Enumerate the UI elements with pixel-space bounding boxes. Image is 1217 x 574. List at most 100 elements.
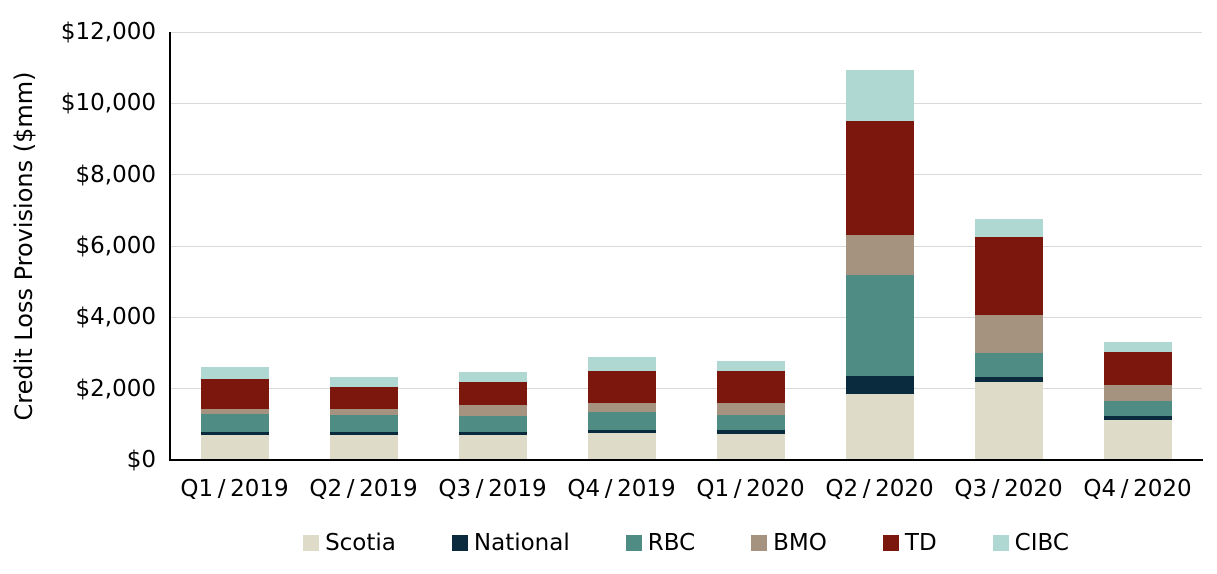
y-tick-label: $2,000 <box>75 375 156 402</box>
bar-segment-rbc <box>587 412 656 430</box>
x-axis-line <box>169 459 1203 461</box>
bar-segment-scotia <box>200 435 269 460</box>
bar-2 <box>329 32 398 460</box>
legend-label-td: TD <box>904 530 937 556</box>
bar-segment-td <box>329 386 398 409</box>
y-axis-tick-labels: $0 $2,000 $4,000 $6,000 $8,000 $10,000 $12,000 <box>0 19 156 473</box>
legend-label-scotia: Scotia <box>325 530 396 556</box>
bar-6 <box>845 32 914 460</box>
plot-area <box>170 31 1202 460</box>
legend-swatch-td <box>882 535 899 551</box>
y-tick-label: $6,000 <box>75 233 156 259</box>
bar-segment-national <box>845 376 914 395</box>
bar-segment-rbc <box>200 414 269 433</box>
bar-segment-bmo <box>329 408 398 416</box>
legend-item-rbc: RBC <box>625 528 696 558</box>
bar-segment-cibc <box>1103 342 1172 353</box>
bar-1 <box>200 32 269 460</box>
y-gridline <box>170 316 1202 318</box>
x-tick-label: Q3 / 2020 <box>954 476 1063 502</box>
bar-segment-rbc <box>458 416 527 432</box>
bar-segment-scotia <box>716 433 785 460</box>
bar-segment-national <box>458 431 527 435</box>
bar-segment-scotia <box>1103 419 1172 460</box>
bar-8 <box>1103 32 1172 460</box>
y-gridline <box>170 174 1202 176</box>
legend-label-national: National <box>473 530 570 556</box>
bar-segment-scotia <box>329 435 398 460</box>
bar-segment-cibc <box>716 360 785 372</box>
x-tick-label: Q1 / 2020 <box>696 476 805 502</box>
bar-segment-cibc <box>458 371 527 383</box>
bar-segment-rbc <box>716 415 785 431</box>
bar-segment-bmo <box>1103 385 1172 401</box>
bar-segment-national <box>329 431 398 436</box>
legend-item-td: TD <box>882 528 937 558</box>
bar-segment-scotia <box>458 434 527 460</box>
legend-swatch-rbc <box>625 535 642 551</box>
bar-segment-td <box>200 378 269 410</box>
y-gridline <box>170 245 1202 247</box>
bar-segment-national <box>587 429 656 434</box>
legend-label-cibc: CIBC <box>1014 530 1069 556</box>
y-tick-label: $10,000 <box>60 90 156 117</box>
bar-segment-cibc <box>200 366 269 379</box>
legend-item-cibc: CIBC <box>992 528 1069 558</box>
bar-segment-td <box>716 371 785 403</box>
bar-segment-td <box>974 237 1043 316</box>
bar-segment-national <box>1103 415 1172 420</box>
legend-item-bmo: BMO <box>751 528 827 558</box>
legend-item-national: National <box>451 528 570 558</box>
bar-segment-rbc <box>329 415 398 432</box>
bar-segment-rbc <box>845 275 914 377</box>
bar-7 <box>974 32 1043 460</box>
bar-segment-td <box>458 382 527 406</box>
x-tick-label: Q2 / 2020 <box>825 476 934 502</box>
bar-segment-bmo <box>845 235 914 276</box>
bar-segment-national <box>200 432 269 436</box>
legend-label-bmo: BMO <box>773 530 827 556</box>
bar-segment-td <box>1103 352 1172 386</box>
bar-3 <box>458 32 527 460</box>
bar-5 <box>716 32 785 460</box>
bar-segment-td <box>845 120 914 236</box>
legend-swatch-scotia <box>303 535 320 551</box>
bar-segment-scotia <box>845 394 914 460</box>
y-gridline <box>170 31 1202 33</box>
bar-segment-bmo <box>200 409 269 414</box>
bar-segment-cibc <box>329 376 398 387</box>
y-tick-label: $8,000 <box>75 161 156 188</box>
y-tick-label: $12,000 <box>60 19 156 45</box>
x-tick-label: Q4 / 2019 <box>567 476 676 502</box>
bar-segment-cibc <box>587 357 656 372</box>
bar-segment-rbc <box>1103 400 1172 416</box>
x-tick-label: Q4 / 2020 <box>1083 476 1192 502</box>
bar-segment-scotia <box>587 433 656 460</box>
y-tick-label: $0 <box>126 447 156 473</box>
legend-item-scotia: Scotia <box>303 528 396 558</box>
x-tick-label: Q1 / 2019 <box>180 476 289 502</box>
x-tick-label: Q2 / 2019 <box>309 476 418 502</box>
bar-segment-bmo <box>974 315 1043 354</box>
legend-label-rbc: RBC <box>647 530 696 556</box>
bar-segment-rbc <box>974 353 1043 378</box>
x-axis-tick-labels: Q1 / 2019 Q2 / 2019 Q3 / 2019 Q4 / 2019 Q1 /… <box>170 474 1202 506</box>
bar-segment-cibc <box>974 218 1043 238</box>
bar-segment-national <box>974 377 1043 383</box>
y-gridline <box>170 102 1202 104</box>
bar-segment-bmo <box>458 405 527 417</box>
y-gridline <box>170 388 1202 390</box>
bar-segment-bmo <box>587 403 656 413</box>
y-tick-label: $4,000 <box>75 304 156 331</box>
legend-swatch-cibc <box>992 535 1009 551</box>
bar-segment-scotia <box>974 382 1043 460</box>
y-axis-line <box>169 32 171 461</box>
legend-swatch-bmo <box>751 535 768 551</box>
bar-4 <box>587 32 656 460</box>
x-tick-label: Q3 / 2019 <box>438 476 547 502</box>
legend: Scotia National RBC BMO TD CIBC <box>170 527 1202 559</box>
legend-swatch-national <box>451 535 468 551</box>
bar-segment-national <box>716 430 785 434</box>
bar-segment-td <box>587 371 656 404</box>
